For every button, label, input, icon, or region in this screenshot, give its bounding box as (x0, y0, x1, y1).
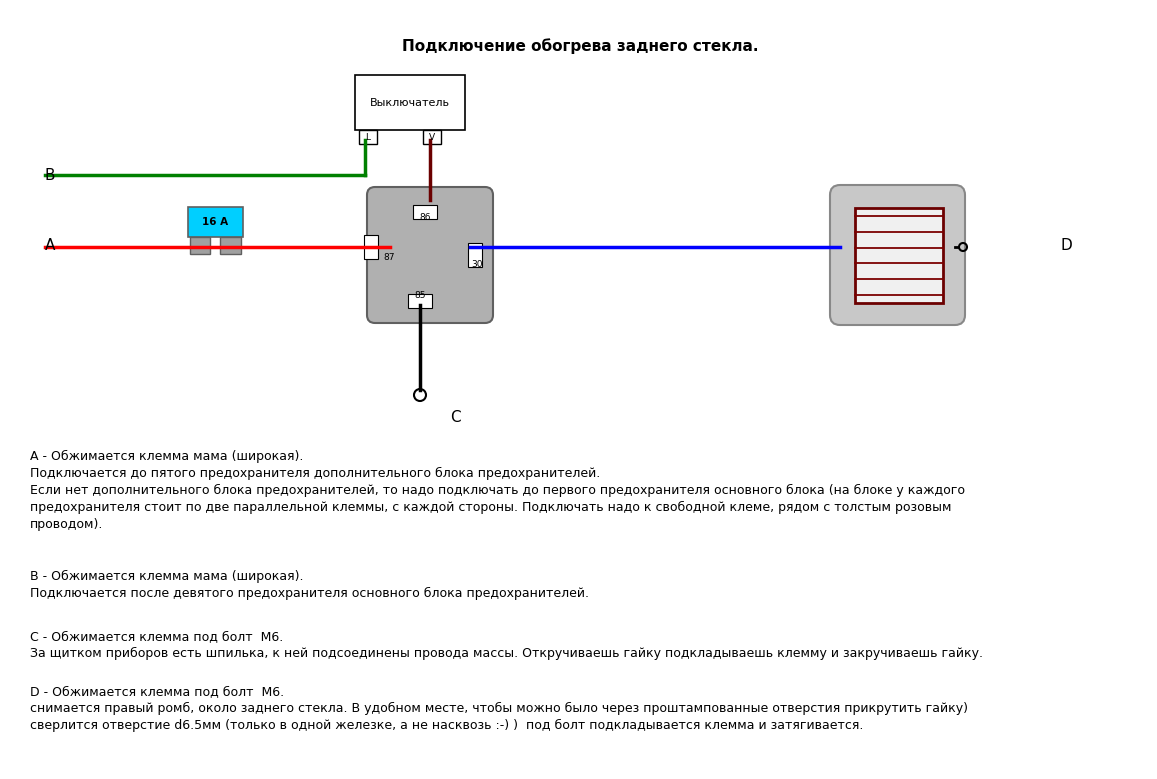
Text: С - Обжимается клемма под болт  М6.
За щитком приборов есть шпилька, к ней подсо: С - Обжимается клемма под болт М6. За щи… (30, 630, 983, 660)
Text: В - Обжимается клемма мама (широкая).
Подключается после девятого предохранителя: В - Обжимается клемма мама (широкая). По… (30, 570, 589, 600)
Text: V: V (429, 132, 435, 142)
Bar (220, 237, 241, 253)
Text: 30: 30 (471, 260, 482, 269)
Text: 85: 85 (414, 291, 426, 300)
Bar (187, 207, 243, 237)
Text: А: А (45, 238, 56, 252)
Bar (413, 205, 437, 219)
Bar (190, 237, 211, 253)
Text: D - Обжимается клемма под болт  М6.
снимается правый ромб, около заднего стекла.: D - Обжимается клемма под болт М6. снима… (30, 685, 968, 732)
Text: В: В (45, 167, 56, 182)
Text: Выключатель: Выключатель (370, 97, 450, 108)
Text: А - Обжимается клемма мама (широкая).
Подключается до пятого предохранителя допо: А - Обжимается клемма мама (широкая). По… (30, 450, 965, 531)
Bar (364, 235, 378, 259)
Text: D: D (1060, 238, 1071, 252)
Text: 86: 86 (419, 213, 430, 222)
FancyBboxPatch shape (830, 185, 965, 325)
Text: Подключение обогрева заднего стекла.: Подключение обогрева заднего стекла. (401, 38, 758, 54)
Bar (359, 130, 377, 144)
FancyBboxPatch shape (355, 75, 465, 130)
Text: L: L (366, 132, 370, 142)
Bar (855, 208, 943, 303)
Bar (408, 294, 432, 308)
Text: 87: 87 (383, 253, 395, 262)
Text: 16 А: 16 А (202, 217, 228, 227)
Bar (423, 130, 441, 144)
Bar (467, 243, 482, 267)
Text: С: С (450, 410, 460, 425)
FancyBboxPatch shape (367, 187, 493, 323)
